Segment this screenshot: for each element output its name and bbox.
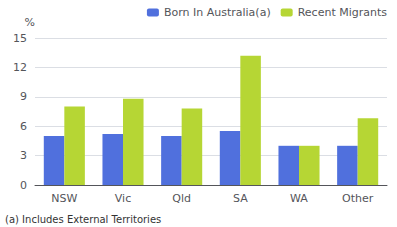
svg-text:9: 9 — [20, 90, 27, 103]
svg-text:3: 3 — [20, 149, 27, 162]
svg-text:Born In Australia(a): Born In Australia(a) — [164, 6, 271, 19]
svg-text:SA: SA — [233, 192, 248, 205]
svg-text:WA: WA — [290, 192, 308, 205]
svg-text:Recent Migrants: Recent Migrants — [298, 6, 388, 19]
svg-text:Vic: Vic — [115, 192, 131, 205]
svg-text:0: 0 — [20, 179, 27, 192]
svg-text:Qld: Qld — [172, 192, 191, 205]
svg-text:15: 15 — [13, 32, 27, 45]
svg-text:12: 12 — [13, 61, 27, 74]
svg-text:NSW: NSW — [51, 192, 77, 205]
svg-text:6: 6 — [20, 120, 27, 133]
svg-text:Other: Other — [342, 192, 374, 205]
svg-text:%: % — [25, 16, 35, 29]
svg-text:(a) Includes External Territor: (a) Includes External Territories — [5, 214, 161, 225]
